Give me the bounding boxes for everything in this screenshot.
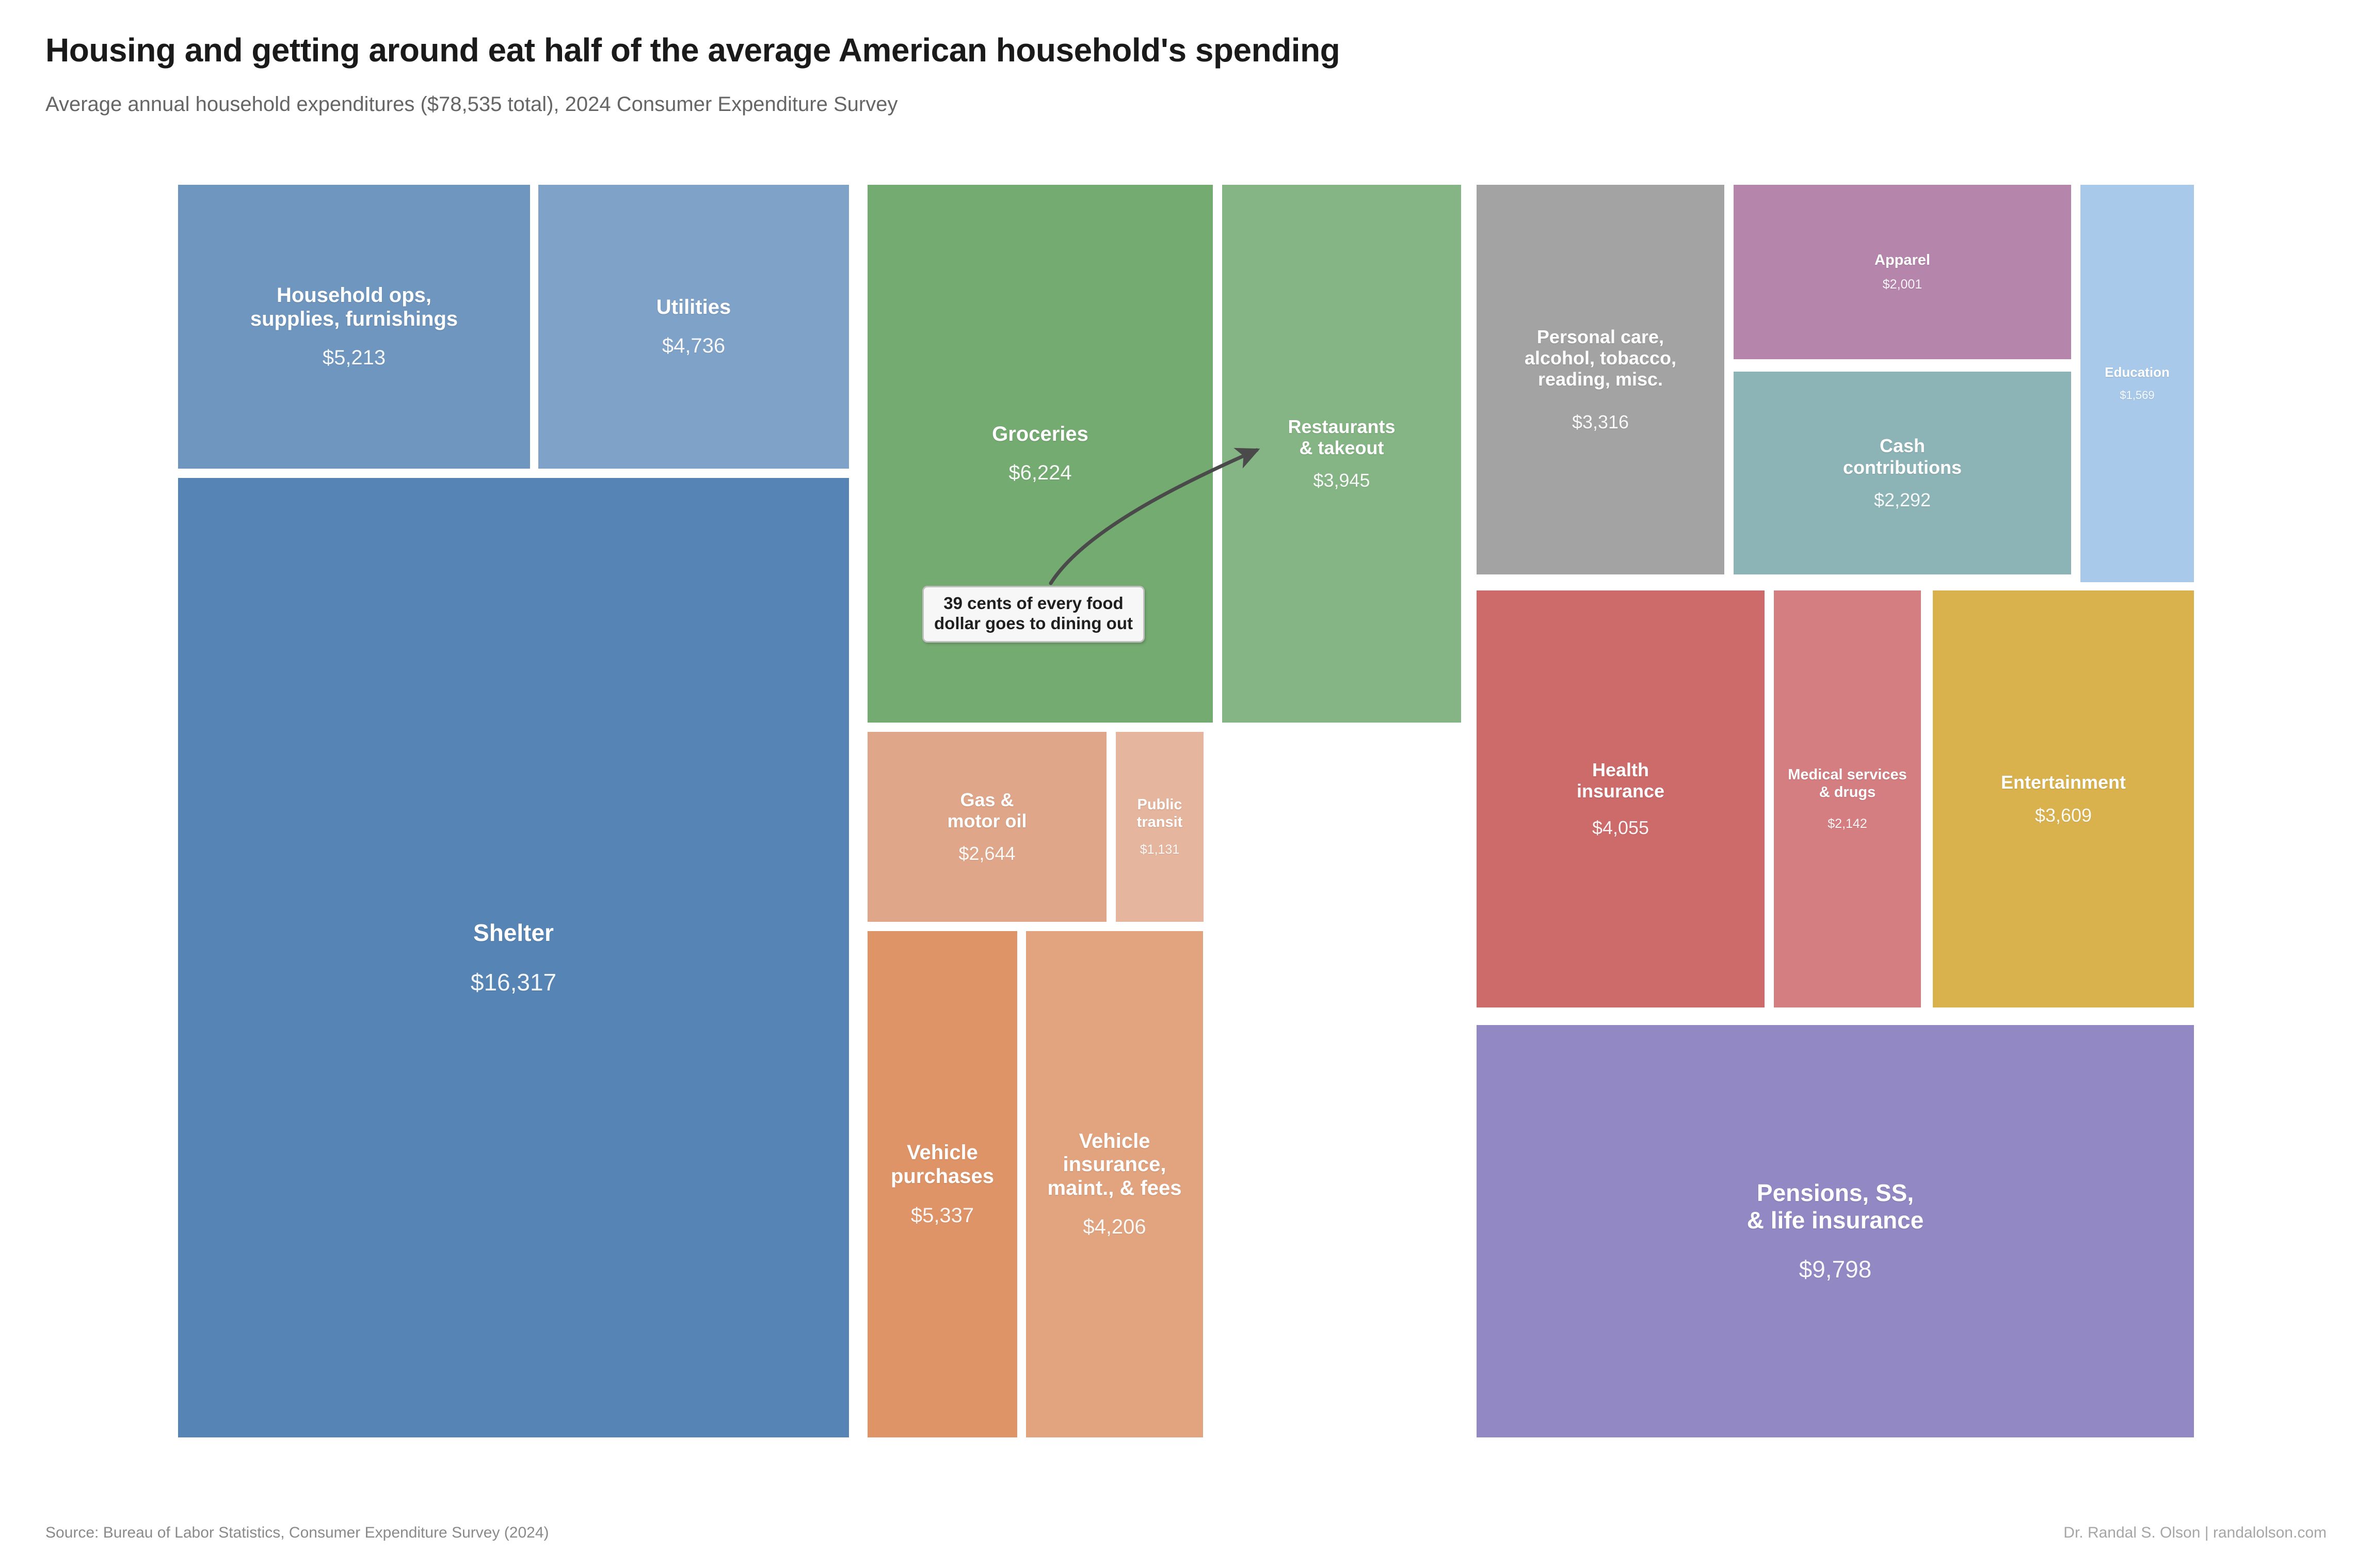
tile-value: $3,945 xyxy=(1313,470,1370,491)
treemap-tile-gas-motor-oil[interactable]: Gas & motor oil $2,644 xyxy=(865,729,1109,924)
tile-value: $6,224 xyxy=(1008,461,1072,485)
tile-value: $9,798 xyxy=(1799,1255,1872,1283)
treemap-tile-cash-contributions[interactable]: Cash contributions $2,292 xyxy=(1731,369,2074,577)
tile-label: Groceries xyxy=(992,422,1088,445)
tile-label: Health insurance xyxy=(1576,759,1665,802)
tile-label: Restaurants & takeout xyxy=(1288,415,1396,458)
treemap-chart: Household ops, supplies, furnishings $5,… xyxy=(175,182,2197,1440)
tile-label: Entertainment xyxy=(2000,772,2126,793)
credit-note: Dr. Randal S. Olson | randalolson.com xyxy=(2063,1524,2327,1541)
source-note: Source: Bureau of Labor Statistics, Cons… xyxy=(45,1524,549,1541)
tile-value: $5,337 xyxy=(910,1204,974,1227)
tile-label: Household ops, supplies, furnishings xyxy=(250,283,458,330)
tile-value: $3,609 xyxy=(2034,804,2092,826)
treemap-tile-education[interactable]: Education $1,569 xyxy=(2078,182,2197,585)
tile-value: $1,131 xyxy=(1140,842,1180,857)
treemap-tile-health-insurance[interactable]: Health insurance $4,055 xyxy=(1474,588,1767,1010)
treemap-tile-vehicle-purchases[interactable]: Vehicle purchases $5,337 xyxy=(865,929,1020,1440)
tile-label: Medical services & drugs xyxy=(1788,766,1907,801)
treemap-tile-apparel[interactable]: Apparel $2,001 xyxy=(1731,182,2074,362)
page-subtitle: Average annual household expenditures ($… xyxy=(45,93,898,116)
treemap-tile-medical-services[interactable]: Medical services & drugs $2,142 xyxy=(1771,588,1924,1010)
treemap-tile-shelter[interactable]: Shelter $16,317 xyxy=(175,475,852,1440)
page-title: Housing and getting around eat half of t… xyxy=(45,31,1340,69)
tile-label: Utilities xyxy=(656,295,731,318)
tile-value: $2,644 xyxy=(958,843,1016,865)
tile-label: Apparel xyxy=(1874,251,1930,268)
tile-value: $4,055 xyxy=(1592,817,1649,839)
tile-label: Vehicle purchases xyxy=(890,1141,995,1188)
treemap-tile-entertainment[interactable]: Entertainment $3,609 xyxy=(1930,588,2197,1010)
treemap-tile-pensions[interactable]: Pensions, SS, & life insurance $9,798 xyxy=(1474,1022,2197,1440)
tile-label: Personal care, alcohol, tobacco, reading… xyxy=(1524,326,1677,390)
tile-label: Vehicle insurance, maint., & fees xyxy=(1047,1129,1182,1199)
tile-value: $4,206 xyxy=(1083,1215,1146,1239)
tile-value: $5,213 xyxy=(322,346,386,370)
tile-label: Gas & motor oil xyxy=(947,789,1027,831)
tile-value: $3,316 xyxy=(1572,411,1629,433)
tile-value: $2,142 xyxy=(1828,816,1867,831)
tile-value: $4,736 xyxy=(662,334,726,358)
tile-value: $1,569 xyxy=(2120,388,2155,402)
treemap-tile-household-ops[interactable]: Household ops, supplies, furnishings $5,… xyxy=(175,182,533,471)
treemap-tile-restaurants[interactable]: Restaurants & takeout $3,945 xyxy=(1220,182,1464,725)
treemap-tile-utilities[interactable]: Utilities $4,736 xyxy=(536,182,852,471)
treemap-tile-personal-care[interactable]: Personal care, alcohol, tobacco, reading… xyxy=(1474,182,1727,577)
treemap-tile-groceries[interactable]: Groceries $6,224 xyxy=(865,182,1215,725)
treemap-tile-vehicle-insurance[interactable]: Vehicle insurance, maint., & fees $4,206 xyxy=(1023,929,1206,1440)
tile-value: $16,317 xyxy=(470,968,557,996)
tile-label: Cash contributions xyxy=(1843,435,1962,478)
tile-label: Education xyxy=(2105,364,2170,380)
treemap-tile-public-transit[interactable]: Public transit $1,131 xyxy=(1113,729,1206,924)
tile-label: Shelter xyxy=(473,919,554,947)
tile-label: Public transit xyxy=(1136,796,1183,830)
tile-label: Pensions, SS, & life insurance xyxy=(1746,1179,1924,1234)
tile-value: $2,001 xyxy=(1882,277,1922,292)
tile-value: $2,292 xyxy=(1873,489,1931,510)
